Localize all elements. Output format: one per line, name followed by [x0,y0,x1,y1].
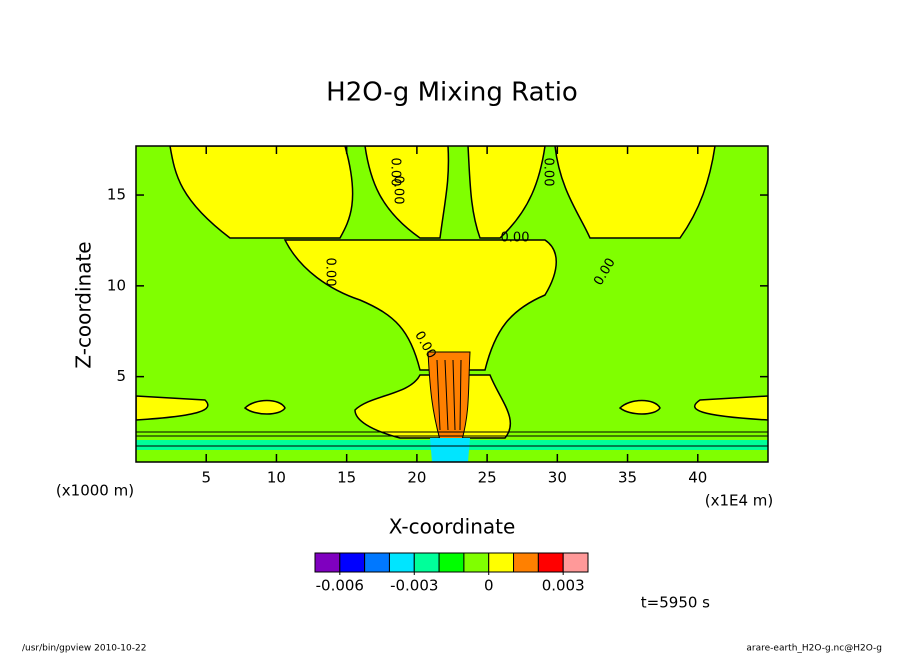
fill-region [618,399,661,415]
colorbar-box [314,552,341,573]
colorbar-box [388,552,415,573]
contour-field [136,146,768,462]
colorbar-box [537,552,564,573]
x-unit: (x1E4 m) [705,492,774,510]
contour-line [436,359,462,431]
x-tick-label: 30 [548,469,567,487]
annotation: t=5950 s [641,594,710,612]
y-tick-label: 10 [107,276,126,294]
x-tick-label: 25 [478,469,497,487]
colorbar-tick-label: 0 [484,577,494,595]
y-tick-label: 5 [116,367,126,385]
fill-region [694,395,768,421]
fill-region [243,399,286,415]
contour-label-box: 0.00 [501,231,530,246]
chart-title: H2O-g Mixing Ratio [326,78,578,108]
contour-label: 0.00 [391,176,406,205]
y-axis-label: Z-coordinate [72,241,96,368]
fill-region [364,146,450,239]
colorbar-box [413,552,440,573]
contour-label-box: 0.00 [323,258,338,287]
x-tick-label: 5 [201,469,211,487]
x-axis-label: X-coordinate [389,515,516,539]
fill-region [554,146,716,239]
footer: /usr/bin/gpview 2010-10-22 [22,644,146,654]
plot-frame [135,145,769,463]
contour-label: 0.00 [323,258,338,287]
colorbar-box [438,552,465,573]
fill-region [283,239,557,371]
y-unit: (x1000 m) [56,482,134,500]
contour-label-box: 0.00 [388,158,403,187]
fill-region [430,438,470,462]
contour-label: 0.00 [501,231,530,246]
colorbar-tick-label: -0.006 [316,577,364,595]
contour-line [136,431,768,447]
fill-region [467,146,546,239]
x-tick-label: 40 [688,469,707,487]
contour-label: 0.00 [541,158,556,187]
x-tick-label: 10 [267,469,286,487]
colorbar-box [364,552,390,573]
fill-region [169,146,354,239]
colorbar-box [488,552,515,573]
colorbar-box [339,552,366,573]
colorbar-box [513,552,539,573]
colorbar-tick-label: 0.003 [542,577,585,595]
colorbar-box [463,552,490,573]
footer: arare-earth_H2O-g.nc@H2O-g [746,644,882,654]
fill-region [136,395,209,421]
x-tick-label: 20 [407,469,426,487]
y-tick-label: 15 [107,186,126,204]
colorbar-tick-label: -0.003 [390,577,438,595]
x-tick-label: 35 [618,469,637,487]
contour-label-box: 0.00 [391,176,406,205]
contour-label-box: 0.00 [541,158,556,187]
x-tick-label: 15 [337,469,356,487]
colorbar-box [562,552,589,573]
contour-label: 0.00 [388,158,403,187]
